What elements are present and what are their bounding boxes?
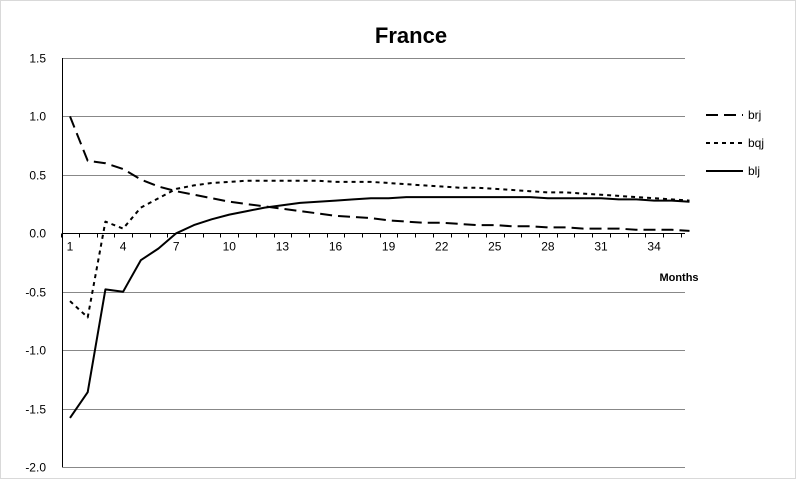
x-tick-label: 34 — [647, 240, 661, 254]
x-tick-label: 22 — [435, 240, 449, 254]
legend-label-brj: brj — [748, 108, 761, 122]
series-line-brj — [69, 116, 690, 232]
y-tick-label: 1.0 — [29, 110, 46, 124]
x-tick-label: 13 — [276, 240, 290, 254]
y-tick-label: -2.0 — [25, 461, 46, 475]
x-tick-label: 16 — [329, 240, 343, 254]
x-tick-label: 19 — [382, 240, 396, 254]
y-tick-label: -1.0 — [25, 344, 46, 358]
chart-title: France — [375, 23, 447, 48]
x-tick-label: 10 — [223, 240, 237, 254]
x-tick-label: 25 — [488, 240, 502, 254]
x-tick-label: 7 — [173, 240, 180, 254]
x-tick-label: 4 — [120, 240, 127, 254]
y-tick-label: 0.0 — [29, 227, 46, 241]
x-axis-title: Months — [659, 272, 698, 284]
x-tick-label: 31 — [594, 240, 608, 254]
legend: brj bqj blj — [706, 108, 764, 178]
axes: 1.5 1.0 0.5 0.0 -0.5 -1.0 -1.5 -2.0 1 4 7 10 13 16 19 2… — [25, 52, 685, 475]
y-tick-label: -1.5 — [25, 403, 46, 417]
y-tick-label: 0.5 — [29, 169, 46, 183]
x-tick-label: 28 — [541, 240, 555, 254]
y-tick-label: 1.5 — [29, 52, 46, 66]
y-tick-label: -0.5 — [25, 286, 46, 300]
series-line-blj — [69, 196, 690, 419]
gridlines — [62, 58, 685, 468]
legend-label-blj: blj — [748, 164, 760, 178]
x-tick-label: 1 — [67, 240, 74, 254]
series-lines — [69, 116, 690, 419]
legend-label-bqj: bqj — [748, 136, 764, 150]
series-line-bqj — [69, 179, 690, 319]
